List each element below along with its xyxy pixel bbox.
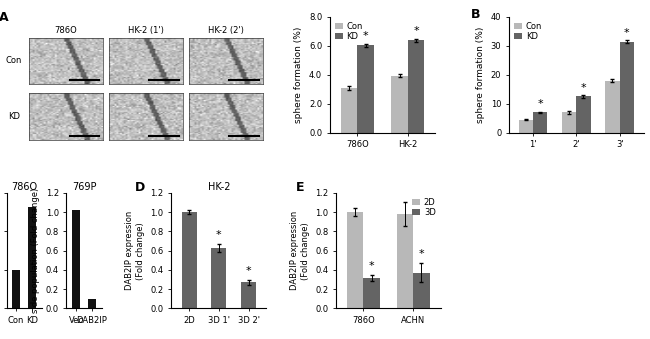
Bar <box>341 88 358 133</box>
Text: E: E <box>296 181 305 194</box>
Title: HK-2: HK-2 <box>207 182 230 192</box>
Bar <box>533 113 547 133</box>
Y-axis label: sphere formation (%): sphere formation (%) <box>294 26 304 123</box>
Text: *: * <box>419 249 424 259</box>
Text: A: A <box>0 11 8 24</box>
Bar <box>577 97 591 133</box>
Y-axis label: sphere formation (%): sphere formation (%) <box>476 26 485 123</box>
Text: *: * <box>413 26 419 36</box>
Bar <box>358 45 374 133</box>
Bar <box>396 214 413 308</box>
Legend: Con, KD: Con, KD <box>334 21 364 42</box>
Text: HK-2 (2'): HK-2 (2') <box>208 26 244 36</box>
Text: *: * <box>580 83 586 93</box>
Y-axis label: side population (Fold change): side population (Fold change) <box>31 188 40 313</box>
Bar <box>519 120 533 133</box>
Bar <box>72 210 80 308</box>
Text: *: * <box>363 31 369 41</box>
Bar <box>363 278 380 308</box>
Bar <box>12 270 20 308</box>
Text: *: * <box>624 28 630 38</box>
Text: B: B <box>471 8 481 21</box>
Text: KD: KD <box>8 112 20 121</box>
Text: *: * <box>369 261 374 271</box>
Bar <box>413 273 430 308</box>
Text: 786O: 786O <box>55 26 77 36</box>
Text: HK-2 (1'): HK-2 (1') <box>128 26 164 36</box>
Y-axis label: DAB2IP expression
(Fold change): DAB2IP expression (Fold change) <box>125 211 145 290</box>
Bar <box>391 76 408 133</box>
Legend: Con, KD: Con, KD <box>513 21 543 42</box>
Title: 769P: 769P <box>72 182 96 192</box>
Bar <box>88 299 96 308</box>
Text: *: * <box>537 99 543 109</box>
Text: Con: Con <box>6 56 22 65</box>
Bar <box>347 212 363 308</box>
Bar <box>211 248 226 308</box>
Text: *: * <box>216 230 222 240</box>
Bar <box>28 207 36 308</box>
Bar <box>562 113 577 133</box>
Bar <box>605 81 619 133</box>
Bar <box>408 40 424 133</box>
Bar <box>241 282 256 308</box>
Bar <box>181 212 196 308</box>
Bar <box>619 42 634 133</box>
Text: D: D <box>135 181 146 194</box>
Title: 786O: 786O <box>11 182 37 192</box>
Y-axis label: DAB2IP expression
(Fold change): DAB2IP expression (Fold change) <box>290 211 309 290</box>
Text: *: * <box>246 266 252 276</box>
Legend: 2D, 3D: 2D, 3D <box>411 197 437 218</box>
